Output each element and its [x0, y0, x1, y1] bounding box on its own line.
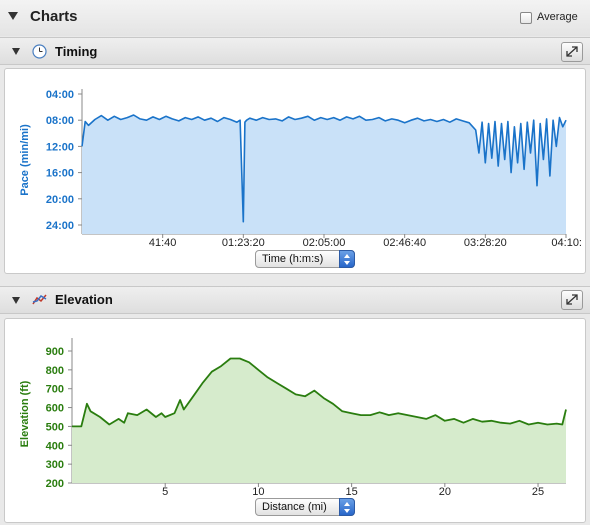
elevation-expand-button[interactable] — [561, 290, 583, 310]
elevation-chart: 200 300 400 500 600 700 800 900 5 10 15 20 25 Elevat… — [19, 338, 567, 498]
timing-x-tick-label: 01:23:20 — [222, 237, 265, 248]
elevation-series-line — [72, 357, 567, 428]
timing-x-axis-select-value: Time (h:m:s) — [262, 253, 324, 265]
elevation-y-axis-label: Elevation (ft) — [19, 380, 31, 447]
timing-y-tick-label: 16:00 — [46, 168, 74, 180]
charts-title: Charts — [30, 8, 78, 25]
elevation-area — [72, 358, 566, 483]
timing-y-tick-label: 08:00 — [46, 115, 74, 127]
elevation-x-tick-label: 10 — [252, 486, 264, 498]
elevation-x-tick-label: 5 — [162, 486, 168, 498]
timing-x-tick-label: 02:05:00 — [303, 237, 346, 248]
elevation-x-tick-label: 20 — [439, 486, 451, 498]
select-stepper-icon — [339, 498, 355, 516]
timing-x-axis-select[interactable]: Time (h:m:s) — [255, 250, 355, 268]
elevation-y-tick-label: 700 — [46, 384, 64, 396]
timing-y-tick-label: 04:00 — [46, 89, 74, 101]
timing-collapse-triangle-icon[interactable] — [12, 48, 20, 55]
elevation-x-tick-label: 15 — [345, 486, 357, 498]
timing-x-tick-label: 41:40 — [149, 237, 177, 248]
clock-icon — [32, 44, 47, 59]
elevation-x-axis-select-value: Distance (mi) — [262, 501, 327, 513]
charts-header — [0, 0, 590, 36]
elevation-collapse-triangle-icon[interactable] — [12, 297, 20, 304]
timing-y-tick-label: 12:00 — [46, 141, 74, 153]
elevation-y-tick-label: 200 — [46, 478, 64, 490]
expand-arrows-icon — [566, 46, 578, 57]
elevation-section-bar — [0, 286, 590, 314]
elevation-y-tick-label: 400 — [46, 440, 64, 452]
expand-arrows-icon — [566, 294, 578, 305]
timing-title: Timing — [55, 44, 98, 59]
average-checkbox[interactable] — [520, 12, 532, 24]
timing-series-line — [81, 114, 567, 223]
timing-y-axis-label: Pace (min/mi) — [19, 124, 31, 196]
timing-x-tick-label: 02:46:40 — [383, 237, 426, 248]
elevation-title: Elevation — [55, 292, 113, 307]
timing-expand-button[interactable] — [561, 42, 583, 62]
elevation-y-tick-label: 600 — [46, 403, 64, 415]
timing-x-tick-label: 03:28:20 — [464, 237, 507, 248]
timing-chart: 04:00 08:00 12:00 16:00 20:00 24:00 41:40 01:23… — [19, 89, 582, 248]
timing-x-tick-label: 04:10: — [551, 237, 582, 248]
timing-area — [82, 115, 566, 234]
select-stepper-icon — [339, 250, 355, 268]
timing-y-tick-label: 20:00 — [46, 194, 74, 206]
elevation-y-tick-label: 900 — [46, 346, 64, 358]
timing-section-bar — [0, 37, 590, 65]
elevation-graph-icon — [32, 294, 47, 305]
elevation-y-tick-label: 800 — [46, 365, 64, 377]
elevation-y-tick-label: 500 — [46, 421, 64, 433]
collapse-triangle-icon[interactable] — [8, 12, 18, 20]
timing-y-tick-label: 24:00 — [46, 220, 74, 232]
elevation-x-tick-label: 25 — [532, 486, 544, 498]
elevation-x-axis-select[interactable]: Distance (mi) — [255, 498, 355, 516]
elevation-y-tick-label: 300 — [46, 459, 64, 471]
average-label: Average — [537, 11, 578, 23]
